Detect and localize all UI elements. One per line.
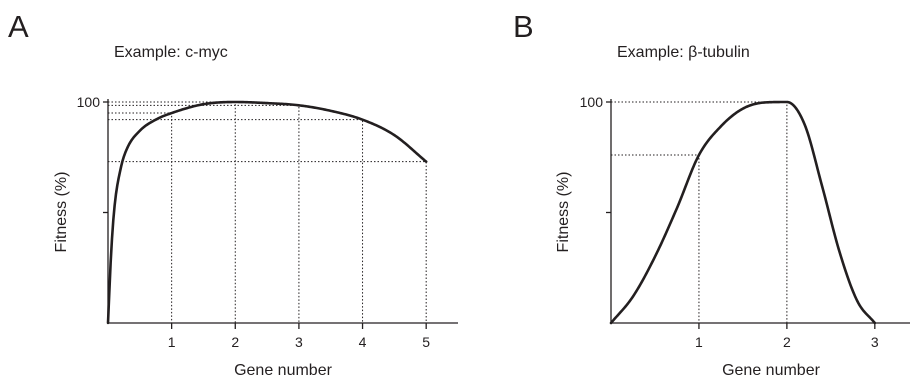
panel-b-x-tick-label: 2 bbox=[783, 334, 791, 350]
panel-a-guide-line bbox=[108, 161, 427, 323]
panel-a-x-tick-label: 1 bbox=[168, 334, 176, 350]
panel-a-x-axis-label: Gene number bbox=[234, 362, 333, 379]
panel-a: A Example: c-myc Gene number Fitness (%)… bbox=[8, 9, 458, 379]
panel-b: B Example: β-tubulin Gene number Fitness… bbox=[513, 9, 910, 379]
panel-a-guide-line bbox=[108, 119, 364, 323]
panel-a-guide-line bbox=[108, 104, 300, 323]
panel-b-y-axis-label: Fitness (%) bbox=[555, 172, 572, 253]
panel-a-title: Example: c-myc bbox=[114, 44, 228, 61]
panel-a-y-axis-label: Fitness (%) bbox=[53, 172, 70, 253]
panel-a-fitness-curve bbox=[106, 100, 428, 325]
panel-b-x-tick-label: 1 bbox=[695, 334, 703, 350]
panel-a-y-tick-label: 100 bbox=[77, 94, 101, 110]
panel-a-x-tick-label: 5 bbox=[422, 334, 430, 350]
panel-b-title: Example: β-tubulin bbox=[617, 44, 750, 61]
panel-b-guide-line bbox=[611, 154, 700, 323]
panel-b-x-tick-label: 3 bbox=[871, 334, 879, 350]
panel-letter-b: B bbox=[513, 9, 534, 44]
panel-b-fitness-curve bbox=[609, 100, 877, 325]
panel-a-x-tick-label: 2 bbox=[231, 334, 239, 350]
panel-a-x-tick-label: 3 bbox=[295, 334, 303, 350]
panel-letter-a: A bbox=[8, 9, 29, 44]
panel-b-x-axis-label: Gene number bbox=[722, 362, 821, 379]
panel-a-guide-line bbox=[108, 112, 173, 323]
panel-a-x-tick-label: 4 bbox=[359, 334, 367, 350]
panel-b-y-tick-label: 100 bbox=[580, 94, 604, 110]
panel-a-guide-line bbox=[108, 101, 236, 323]
